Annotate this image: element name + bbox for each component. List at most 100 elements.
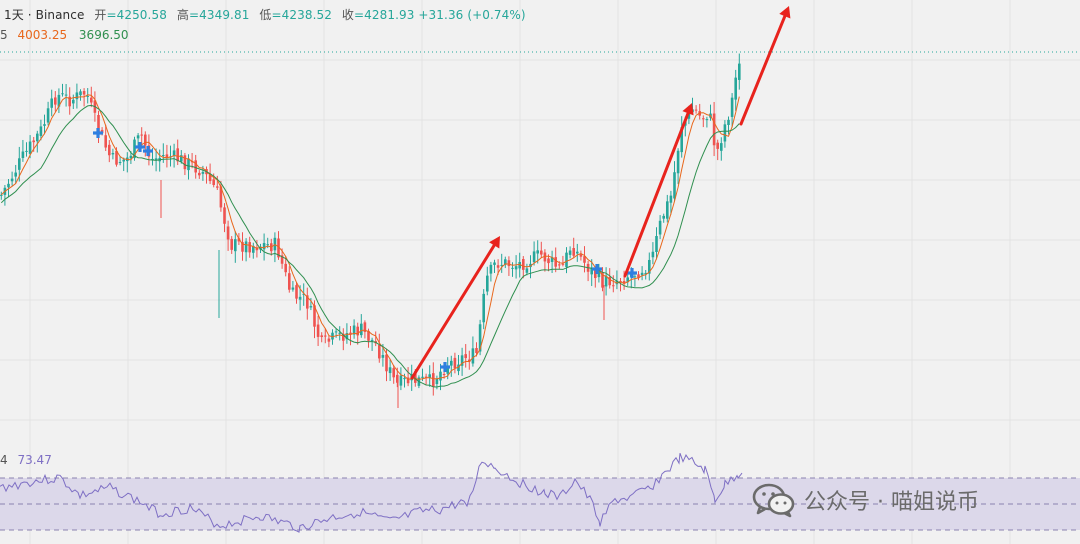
candle-body [234, 239, 237, 252]
candle-body [360, 323, 363, 336]
ohlc-header: 1天 · Binance 开=4250.58 高=4349.81 低=4238.… [4, 6, 526, 23]
candle-body [7, 183, 10, 188]
candle-body [576, 251, 579, 254]
candle-body [363, 322, 367, 332]
candle-body [140, 134, 143, 136]
candle-body [525, 268, 529, 273]
candle-body [122, 159, 125, 162]
candle-body [403, 378, 406, 380]
candle-body [554, 257, 557, 267]
candle-body [486, 275, 489, 292]
candle-body [320, 335, 323, 338]
candle-body [291, 287, 295, 290]
candle-body [392, 368, 395, 378]
candle-body [97, 114, 100, 133]
candle-body [381, 355, 385, 358]
candle-body [226, 226, 230, 240]
candle-body [32, 140, 35, 143]
candle-body [583, 256, 586, 263]
signal-cross-marker [135, 142, 145, 152]
ma-legend-cut: 5 [0, 28, 8, 42]
high-value: =4349.81 [188, 8, 250, 22]
candle-body [288, 273, 291, 290]
candle-body [702, 118, 705, 120]
signal-cross-marker [143, 146, 153, 156]
candle-body [547, 258, 550, 264]
candle-body [561, 263, 565, 265]
candle-body [550, 257, 554, 262]
candle-body [176, 148, 179, 162]
candle-body [216, 186, 219, 188]
candle-body [108, 144, 111, 156]
candle-body [212, 179, 215, 186]
candle-body [367, 330, 370, 341]
candle-body [201, 171, 205, 174]
candle-body [518, 261, 521, 269]
candle-body [475, 348, 478, 354]
candle-body [349, 332, 352, 335]
candle-body [435, 378, 439, 385]
candle-body [680, 127, 683, 153]
candle-body [662, 215, 665, 219]
exchange-label: Binance [35, 8, 85, 22]
trend-arrow [410, 236, 500, 380]
candle-body [658, 220, 662, 235]
candle-body [370, 339, 374, 342]
candle-body [694, 109, 698, 111]
candle-body [280, 255, 284, 264]
rsi-legend: 4 73.47 [0, 453, 52, 467]
ma-legend: 5 4003.25 3696.50 [0, 28, 129, 42]
candle-body [208, 174, 212, 182]
candle-body [478, 324, 482, 352]
candle-body [723, 124, 727, 142]
candle-body [144, 134, 147, 146]
candle-body [262, 243, 266, 250]
candle-body [442, 374, 446, 376]
candlestick-series [0, 53, 741, 408]
candle-body [594, 270, 597, 279]
ma-long-value: 3696.50 [78, 28, 129, 42]
candle-body [118, 161, 122, 163]
candle-body [644, 272, 647, 275]
candle-body [622, 281, 626, 284]
candle-body [18, 158, 21, 170]
candle-body [248, 242, 251, 253]
candle-body [36, 133, 39, 142]
candle-body [471, 348, 475, 364]
candle-body [39, 126, 43, 136]
candle-body [187, 158, 190, 171]
candle-body [316, 324, 320, 337]
candle-body [64, 94, 68, 96]
interval-label[interactable]: 1天 [4, 8, 24, 22]
candle-body [604, 275, 608, 287]
candle-body [252, 245, 255, 253]
trend-arrow [623, 103, 694, 278]
candle-body [500, 264, 503, 266]
candle-body [612, 285, 615, 287]
candle-body [219, 186, 223, 208]
candle-body [57, 94, 61, 107]
candle-body [237, 238, 241, 242]
candle-body [21, 151, 25, 158]
candle-body [579, 254, 583, 257]
low-value: =4238.52 [271, 8, 332, 22]
candle-body [302, 293, 305, 295]
signal-markers [93, 128, 637, 372]
candle-body [129, 155, 133, 159]
candle-body [327, 338, 331, 342]
candle-body [637, 274, 640, 279]
candle-body [558, 264, 561, 266]
candle-body [432, 373, 435, 387]
candle-body [633, 276, 637, 278]
candle-body [244, 241, 248, 253]
candle-body [396, 374, 399, 383]
candle-body [464, 354, 467, 359]
separator: · [27, 8, 32, 22]
candle-body [266, 244, 269, 246]
rsi-panel [0, 453, 1080, 533]
candle-body [25, 150, 28, 152]
candle-body [230, 238, 233, 250]
candle-body [223, 207, 226, 224]
